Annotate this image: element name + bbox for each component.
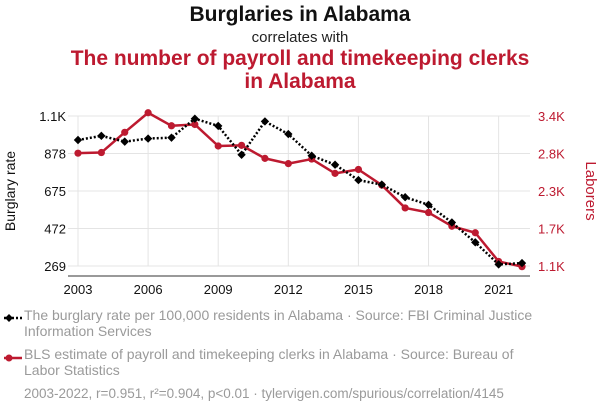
series-burglary-point	[237, 150, 246, 160]
x-tick-label: 2015	[344, 282, 373, 297]
series-burglary-point	[400, 193, 410, 202]
series-clerks-point	[401, 204, 409, 212]
axes: 269 1.1K 472 1.7K 675 2.3K 878 2.8K 1.1K 3.4K 2003…	[2, 109, 599, 297]
y-right-tick-label: 2.3K	[538, 184, 565, 199]
series-clerks-point	[424, 208, 433, 217]
series-clerks-point	[167, 122, 176, 130]
series-burglary-point	[377, 180, 386, 189]
y-right-tick-label: 2.8K	[538, 147, 565, 162]
y-right-tick-label: 1.7K	[538, 222, 565, 237]
series-clerks-point	[74, 149, 82, 157]
series-clerks-point	[144, 109, 152, 117]
x-tick-label: 2012	[274, 282, 303, 297]
series-clerks-point	[191, 120, 199, 129]
y-left-tick-label: 1.1K	[39, 109, 66, 124]
series-burglary-point	[120, 137, 129, 146]
series-burglary-point	[284, 129, 293, 139]
legend-swatch-burglary	[4, 310, 22, 322]
series-clerks-point	[471, 229, 479, 237]
series-burglary-point	[424, 200, 433, 210]
series-burglary-point	[167, 133, 176, 142]
series-burglary-point	[143, 134, 153, 143]
series-burglary-point	[97, 131, 106, 141]
series-burglary-point	[330, 160, 340, 169]
legend-item-clerks: BLS estimate of payroll and timekeeping …	[24, 346, 514, 378]
series-clerks-point	[237, 141, 246, 149]
series-burglary-point	[214, 121, 223, 131]
y-left-tick-label: 878	[44, 147, 66, 162]
series-burglary-point	[517, 258, 527, 268]
footer-stats: 2003-2022, r=0.951, r²=0.904, p<0.01 · t…	[24, 386, 504, 401]
series-burglary-point	[494, 260, 503, 269]
series-burglary-point	[190, 114, 200, 123]
series-clerks-point	[214, 142, 222, 150]
x-tick-label: 2003	[64, 282, 93, 297]
y-left-tick-label: 269	[44, 259, 66, 274]
series-clerks-point	[261, 154, 269, 162]
x-tick-label: 2021	[484, 282, 513, 297]
series-clerks-point	[97, 148, 105, 157]
chart-title: Burglaries in Alabama	[189, 3, 411, 26]
series-clerks-point	[354, 165, 363, 174]
legend-item-burglary: The burglary rate per 100,000 residents …	[24, 307, 533, 339]
x-tick-label: 2018	[414, 282, 443, 297]
series-burglary-point	[447, 218, 457, 227]
series-burglary-point	[471, 238, 480, 247]
series-clerks-line	[77, 111, 523, 268]
y-right-tick-label: 3.4K	[538, 109, 565, 124]
x-tick-label: 2009	[204, 282, 233, 297]
series	[73, 109, 527, 271]
series-burglary-point	[260, 117, 270, 126]
y-left-tick-label: 675	[44, 184, 66, 199]
chart-title-secondary: The number of payroll and timekeeping cl…	[70, 47, 530, 93]
series-clerks-point	[121, 128, 129, 136]
y-right-tick-label: 1.1K	[538, 259, 565, 274]
series-clerks-point	[331, 169, 339, 177]
y-right-axis-title: Laborers	[582, 161, 599, 220]
y-left-axis-title: Burglary rate	[2, 151, 18, 231]
x-tick-label: 2006	[134, 282, 163, 297]
series-burglary-point	[73, 135, 83, 145]
chart-subtitle: correlates with	[251, 29, 349, 46]
series-burglary-line	[77, 117, 523, 266]
y-left-tick-label: 472	[44, 222, 66, 237]
grid-lines	[68, 115, 530, 267]
series-burglary-point	[307, 151, 316, 160]
series-burglary-point	[354, 175, 363, 185]
series-clerks-point	[284, 160, 292, 168]
legend-swatch-clerks	[4, 350, 22, 362]
